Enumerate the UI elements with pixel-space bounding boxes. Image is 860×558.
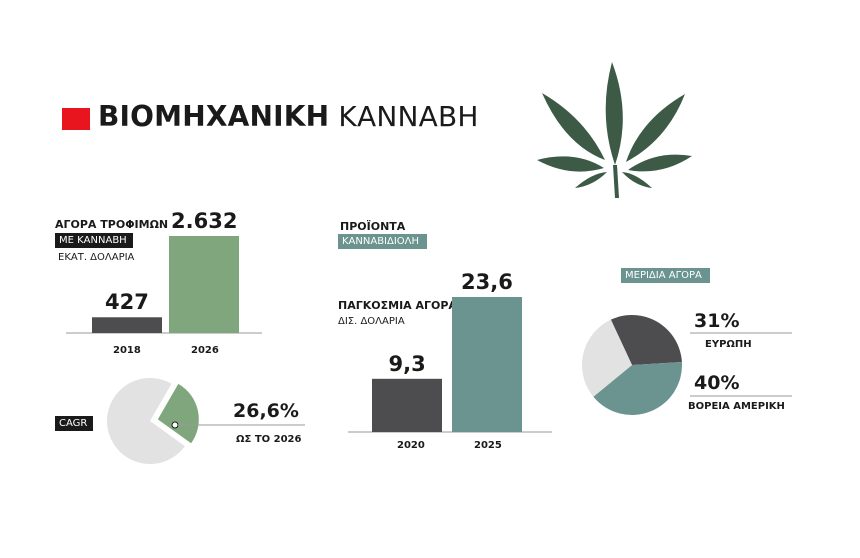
market-share-tag: ΜΕΡΙΔΙΑ ΑΓΟΡΑ: [621, 268, 710, 283]
bar-2025: [452, 297, 522, 432]
bar-value-2025: 23,6: [461, 270, 513, 294]
cbd-title: ΠΡΟΪΟΝΤΑ: [340, 220, 406, 233]
year-label-2020: 2020: [397, 440, 425, 451]
page-title: ΒΙΟΜΗΧΑΝΙΚΗ ΚΑΝΝΑΒΗ: [98, 100, 479, 133]
pie-slice-other: [582, 319, 632, 397]
north-america-label: ΒΟΡΕΙΑ ΑΜΕΡΙΚΗ: [688, 401, 785, 412]
north-america-value: 40%: [694, 372, 740, 394]
bar-2018: [92, 317, 162, 333]
bar-value-2026: 2.632: [171, 209, 238, 233]
europe-label: ΕΥΡΩΠΗ: [705, 339, 752, 350]
bar-value-2020: 9,3: [388, 351, 426, 376]
cagr-value: 26,6%: [233, 400, 299, 422]
cagr-tag: CAGR: [55, 416, 94, 431]
cagr-pie-remainder: [107, 377, 185, 464]
bar-value-2018: 427: [105, 290, 149, 315]
cbd-subtitle: ΠΑΓΚΟΣΜΙΑ ΑΓΟΡΑ: [338, 299, 457, 312]
page-title-bold: ΒΙΟΜΗΧΑΝΙΚΗ: [98, 100, 330, 133]
europe-value: 31%: [694, 310, 740, 332]
year-label-2026: 2026: [191, 345, 219, 356]
bar-2026: [169, 236, 239, 333]
cbd-title-tag: ΚΑΝΝΑΒΙΔΙΟΛΗ: [338, 234, 428, 249]
pie-slice-europe: [610, 314, 682, 365]
year-label-2025: 2025: [474, 440, 502, 451]
food-market-title: ΑΓΟΡΑ ΤΡΟΦΙΜΩΝ: [55, 218, 169, 231]
year-label-2018: 2018: [113, 345, 141, 356]
bar-2020: [372, 378, 442, 432]
title-accent-square: [62, 108, 90, 130]
food-market-title-tag: ΜΕ ΚΑΝΝΑΒΗ: [55, 233, 133, 248]
pie-slice-north-america: [593, 362, 682, 415]
cagr-pie-slice: [157, 383, 199, 444]
cbd-unit: ΔΙΣ. ΔΟΛΑΡΙΑ: [338, 316, 405, 327]
cagr-caption: ΩΣ ΤΟ 2026: [236, 434, 302, 445]
page-title-light: ΚΑΝΝΑΒΗ: [338, 100, 479, 133]
food-market-unit: ΕΚΑΤ. ΔΟΛΑΡΙΑ: [58, 252, 135, 263]
